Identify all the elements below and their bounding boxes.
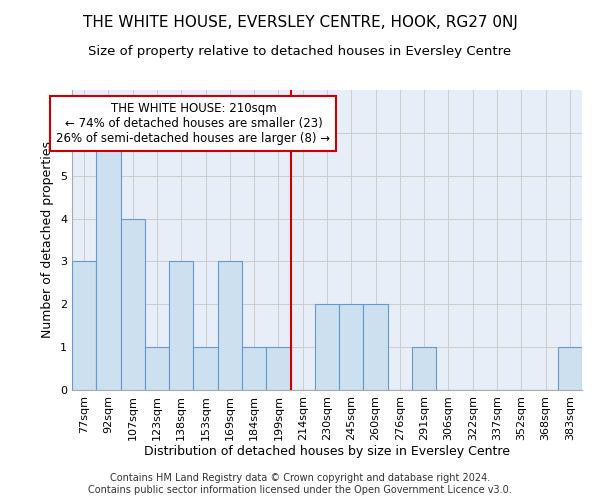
Bar: [121, 218, 145, 390]
Y-axis label: Number of detached properties: Number of detached properties: [41, 142, 55, 338]
Bar: [72, 262, 96, 390]
Text: THE WHITE HOUSE, EVERSLEY CENTRE, HOOK, RG27 0NJ: THE WHITE HOUSE, EVERSLEY CENTRE, HOOK, …: [83, 15, 517, 30]
Bar: [315, 304, 339, 390]
Bar: [339, 304, 364, 390]
Bar: [242, 347, 266, 390]
X-axis label: Distribution of detached houses by size in Eversley Centre: Distribution of detached houses by size …: [144, 446, 510, 458]
Bar: [558, 347, 582, 390]
Bar: [193, 347, 218, 390]
Bar: [96, 133, 121, 390]
Text: THE WHITE HOUSE: 210sqm
← 74% of detached houses are smaller (23)
26% of semi-de: THE WHITE HOUSE: 210sqm ← 74% of detache…: [56, 102, 331, 145]
Text: Size of property relative to detached houses in Eversley Centre: Size of property relative to detached ho…: [88, 45, 512, 58]
Bar: [364, 304, 388, 390]
Bar: [412, 347, 436, 390]
Bar: [266, 347, 290, 390]
Text: Contains HM Land Registry data © Crown copyright and database right 2024.
Contai: Contains HM Land Registry data © Crown c…: [88, 474, 512, 495]
Bar: [218, 262, 242, 390]
Bar: [169, 262, 193, 390]
Bar: [145, 347, 169, 390]
